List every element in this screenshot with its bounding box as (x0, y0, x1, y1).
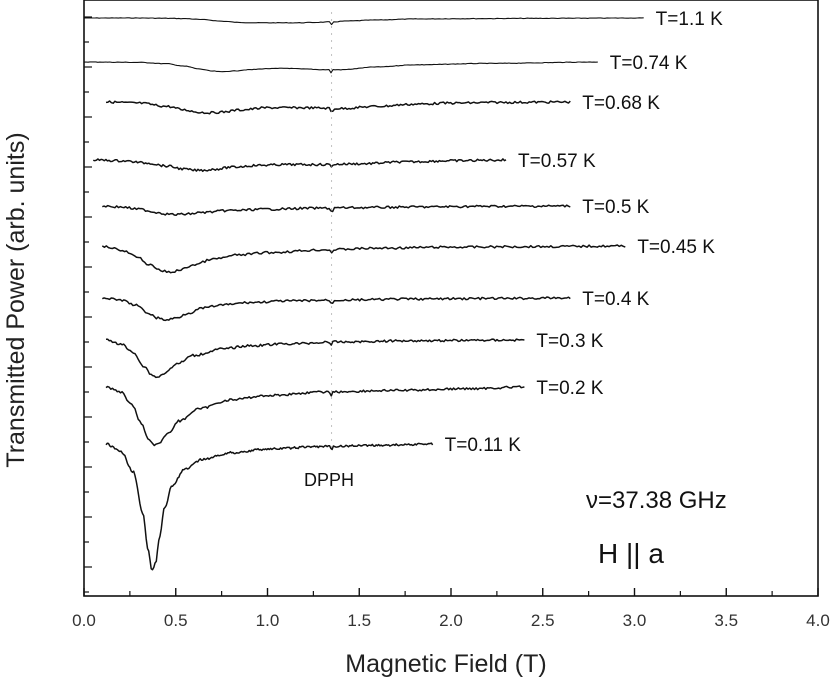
series-line (101, 244, 626, 274)
x-tick-label: 3.0 (623, 611, 647, 630)
x-tick-label: 1.0 (256, 611, 280, 630)
x-axis-label: Magnetic Field (T) (345, 650, 546, 678)
series-line (101, 296, 571, 322)
series-label: T=0.3 K (536, 331, 603, 352)
y-axis-ticks (84, 16, 92, 593)
dpph-annotation: DPPH (304, 470, 354, 490)
x-tick-label: 2.5 (531, 611, 555, 630)
series-line (93, 158, 507, 173)
series-lines (83, 17, 644, 571)
series-label: T=0.5 K (582, 197, 649, 218)
series-label: T=0.57 K (518, 151, 596, 172)
x-tick-label: 3.5 (714, 611, 738, 630)
series-line (105, 442, 434, 571)
x-tick-label: 0.0 (72, 611, 96, 630)
series-line (84, 17, 644, 26)
orientation-annotation: H || a (598, 538, 664, 569)
x-tick-label: 0.5 (164, 611, 188, 630)
series-label: T=0.74 K (610, 53, 688, 74)
series-line (83, 61, 598, 74)
y-axis-label: Transmitted Power (arb. units) (2, 132, 30, 467)
frequency-annotation: ν=37.38 GHz (586, 487, 727, 514)
series-labels: T=1.1 K T=0.74 K T=0.68 K T=0.57 K T=0.5 K T=… (445, 9, 723, 456)
series-line (102, 204, 571, 217)
series-label: T=0.45 K (637, 237, 715, 258)
series-label: T=0.11 K (445, 435, 522, 456)
x-tick-label: 4.0 (806, 611, 830, 630)
series-label: T=0.2 K (536, 378, 603, 399)
series-line (105, 385, 525, 447)
series-label: T=0.68 K (582, 93, 660, 114)
x-axis: 0.0 0.5 1.0 1.5 2.0 2.5 3.0 3.5 4.0 (72, 588, 830, 630)
x-tick-label: 1.5 (347, 611, 371, 630)
series-label: T=1.1 K (656, 9, 723, 30)
x-tick-label: 2.0 (439, 611, 463, 630)
series-line (105, 100, 571, 115)
series-label: T=0.4 K (582, 289, 649, 310)
series-line (105, 338, 525, 379)
